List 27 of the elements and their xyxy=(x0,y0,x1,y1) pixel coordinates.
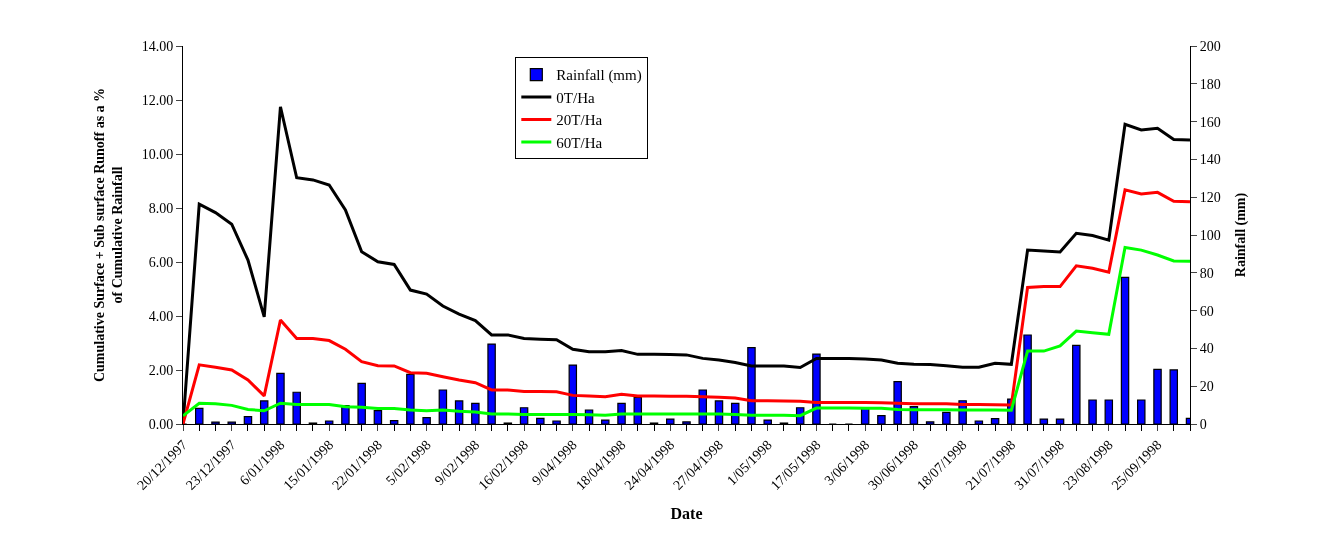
y2-tick-label: 0 xyxy=(1199,416,1207,432)
y2-tick-label: 20 xyxy=(1199,379,1214,395)
y-tick-label: 14.00 xyxy=(141,38,174,54)
y-tick-label: 6.00 xyxy=(148,254,174,270)
y2-tick-label: 80 xyxy=(1199,265,1214,281)
y2-tick-label: 100 xyxy=(1199,227,1221,243)
y2-tick-label: 120 xyxy=(1199,190,1221,206)
y-tick-label: 0.00 xyxy=(148,416,174,432)
y2-tick-label: 40 xyxy=(1199,341,1214,357)
y-axis-title: Cumulative Surface + Sub surface Runoff as a % of Cumulative Rainfall xyxy=(92,87,126,383)
y-tick-label: 4.00 xyxy=(148,308,174,324)
y2-axis-title: Rainfall (mm) xyxy=(1233,192,1250,278)
y-tick-label: 10.00 xyxy=(141,146,174,162)
legend-label: 20T/Ha xyxy=(556,112,603,129)
y-tick-label: 8.00 xyxy=(148,200,174,216)
y-tick-label: 12.00 xyxy=(141,92,174,108)
line-series xyxy=(183,245,1190,418)
x-axis-title: Date xyxy=(670,504,703,522)
y-tick-label: 2.00 xyxy=(148,362,174,378)
y2-tick-label: 60 xyxy=(1199,303,1214,319)
y2-tick-label: 180 xyxy=(1199,76,1221,92)
legend-label: Rainfall (mm) xyxy=(556,67,642,85)
legend-label: 60T/Ha xyxy=(556,134,603,151)
y2-tick-label: 160 xyxy=(1199,114,1221,130)
y2-tick-label: 140 xyxy=(1199,152,1221,168)
legend-label: 0T/Ha xyxy=(556,89,595,106)
y2-tick-label: 200 xyxy=(1199,38,1221,54)
